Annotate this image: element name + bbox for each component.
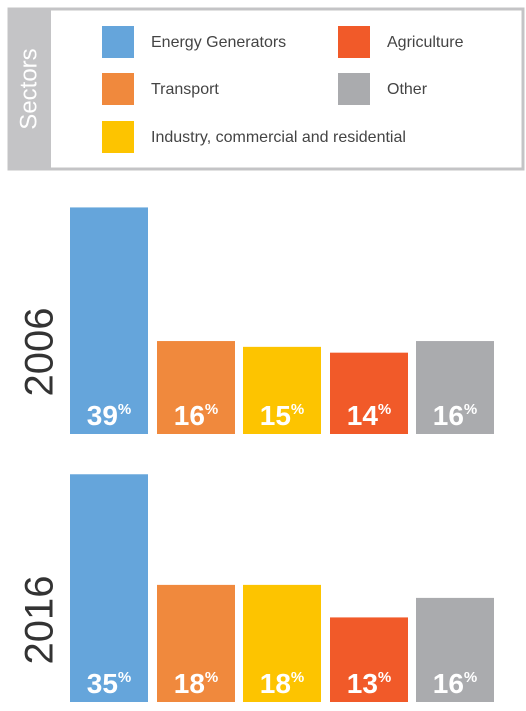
value-number: 16 (174, 400, 205, 431)
legend-title: Sectors (15, 48, 42, 129)
value-label: 16% (433, 668, 478, 699)
bar (243, 584, 321, 702)
value-number: 14 (347, 400, 379, 431)
value-label: 18% (174, 668, 219, 699)
value-label: 39% (87, 400, 132, 431)
legend-swatch (338, 73, 370, 105)
value-number: 13 (347, 668, 378, 699)
value-number: 16 (433, 400, 464, 431)
bar (416, 341, 494, 434)
legend-label: Agriculture (387, 34, 464, 51)
value-unit: % (378, 401, 391, 418)
legend-swatch (102, 26, 134, 58)
value-label: 18% (260, 668, 305, 699)
value-number: 15 (260, 400, 291, 431)
value-unit: % (205, 401, 218, 418)
value-label: 16% (174, 400, 219, 431)
value-unit: % (291, 669, 304, 686)
bar (157, 584, 235, 702)
legend-title-bar (9, 9, 51, 169)
legend-label: Other (387, 81, 428, 98)
value-number: 18 (260, 668, 291, 699)
value-unit: % (205, 669, 218, 686)
bar (70, 207, 148, 434)
bar (243, 346, 321, 434)
value-number: 39 (87, 400, 118, 431)
bar (157, 341, 235, 434)
value-unit: % (118, 401, 131, 418)
value-label: 13% (347, 668, 392, 699)
value-label: 14% (347, 400, 392, 431)
legend-swatch (102, 121, 134, 153)
panel-label: 2006 (18, 308, 62, 397)
value-unit: % (378, 669, 391, 686)
legend-swatch (338, 26, 370, 58)
bar (416, 597, 494, 702)
legend-swatch (102, 73, 134, 105)
value-label: 15% (260, 400, 305, 431)
panel-label: 2016 (18, 576, 62, 665)
value-unit: % (464, 401, 477, 418)
bar (70, 474, 148, 702)
legend-label: Industry, commercial and residential (151, 129, 406, 146)
legend-label: Energy Generators (151, 34, 286, 51)
value-label: 35% (87, 668, 132, 699)
value-unit: % (291, 401, 304, 418)
value-number: 35 (87, 668, 118, 699)
value-number: 18 (174, 668, 205, 699)
legend-label: Transport (151, 81, 219, 98)
value-label: 16% (433, 400, 478, 431)
bar (330, 352, 408, 434)
bar (330, 617, 408, 702)
value-unit: % (464, 669, 477, 686)
value-unit: % (118, 669, 131, 686)
value-number: 16 (433, 668, 464, 699)
